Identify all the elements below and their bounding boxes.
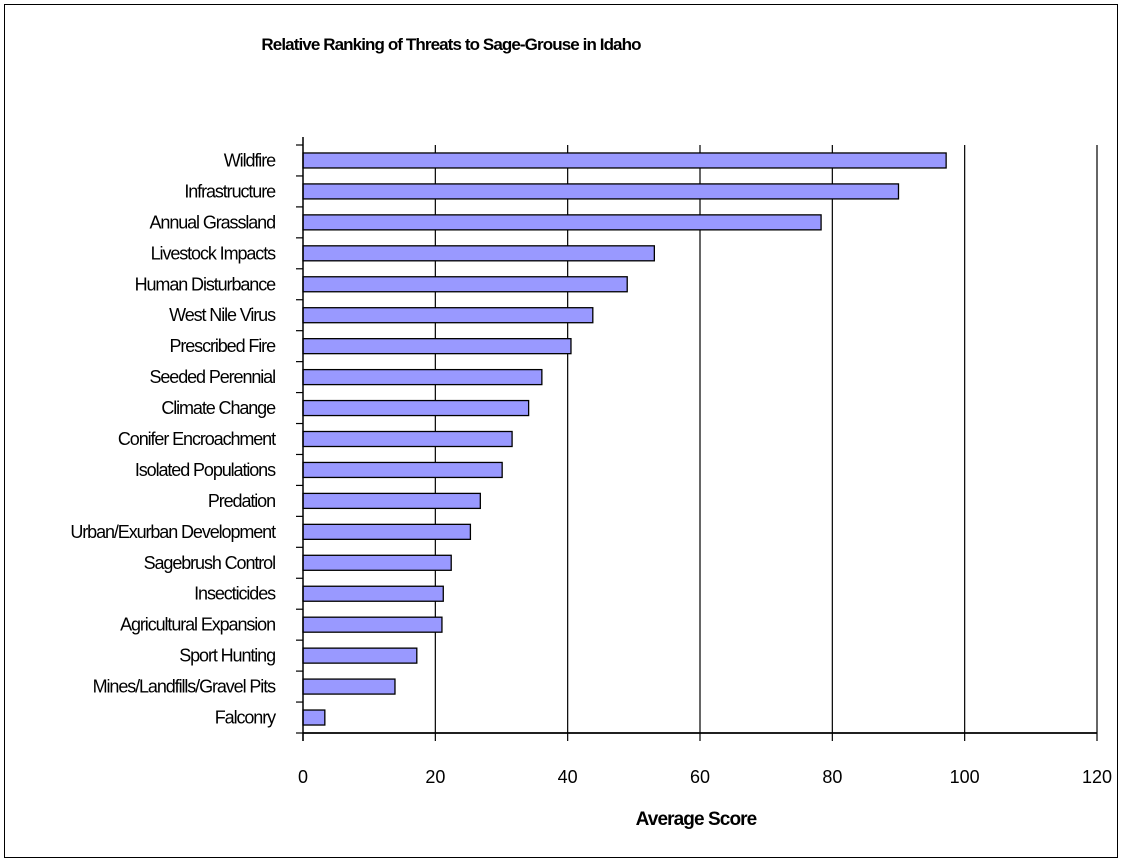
category-label-urban-exurban-development: Urban/Exurban Development [70,522,276,542]
tick-labels: 0 20 40 60 80 100 120 [298,767,1112,787]
x-tick-label-40: 40 [558,767,578,787]
axes [296,137,1098,741]
category-labels: Wildfire Infrastructure Annual Grassland Li… [70,150,277,728]
bar-falconry [302,709,326,726]
bars [302,152,947,726]
category-label-conifer-encroachment: Conifer Encroachment [118,429,276,449]
bar-isolated-populations [302,461,503,479]
category-label-sagebrush-control: Sagebrush Control [144,553,275,573]
x-axis-title: Average Score [636,809,757,830]
bar-urban-exurban-development [302,523,472,540]
category-label-prescribed-fire: Prescribed Fire [169,336,276,356]
x-tick-label-60: 60 [690,767,710,787]
category-label-agricultural-expansion: Agricultural Expansion [120,615,275,635]
bar-seeded-perennial [302,368,543,386]
bar-chart: Wildfire Infrastructure Annual Grassland Li… [70,35,1112,830]
bar-agricultural-expansion [302,616,443,633]
bar-livestock-impacts [302,245,655,262]
category-label-sport-hunting: Sport Hunting [179,646,275,666]
chart-frame: Wildfire Infrastructure Annual Grassland Li… [4,4,1118,858]
category-label-annual-grassland: Annual Grassland [150,212,276,232]
gridlines [434,145,1098,733]
x-tick-label-100: 100 [950,767,980,787]
category-label-west-nile-virus: West Nile Virus [169,305,276,325]
x-tick-label-0: 0 [298,767,308,787]
category-label-infrastructure: Infrastructure [184,181,276,201]
bar-climate-change [302,399,530,417]
x-tick-label-80: 80 [822,767,842,787]
bar-annual-grassland [302,214,822,231]
bar-predation [302,492,481,510]
x-tick-label-120: 120 [1082,767,1112,787]
bar-mines-landfills-gravel-pits [302,678,396,695]
category-label-isolated-populations: Isolated Populations [135,460,276,480]
bar-conifer-encroachment [302,430,513,448]
bar-sagebrush-control [302,554,452,571]
category-label-mines-landfills-gravel-pits: Mines/Landfills/Gravel Pits [93,677,276,697]
category-label-insecticides: Insecticides [194,584,276,604]
category-label-climate-change: Climate Change [161,398,276,418]
bar-human-disturbance [302,276,628,293]
category-label-wildfire: Wildfire [224,150,276,170]
bar-prescribed-fire [302,338,572,355]
bar-sport-hunting [302,647,418,664]
category-label-human-disturbance: Human Disturbance [135,274,276,294]
category-label-seeded-perennial: Seeded Perennial [149,367,275,387]
bar-infrastructure [302,183,900,200]
bar-west-nile-virus [302,307,594,324]
x-tick-label-20: 20 [425,767,445,787]
bar-insecticides [302,585,444,602]
category-label-falconry: Falconry [215,708,276,728]
category-label-predation: Predation [208,491,275,511]
chart-title: Relative Ranking of Threats to Sage-Grou… [261,35,641,54]
category-label-livestock-impacts: Livestock Impacts [151,243,276,263]
bar-wildfire [302,152,947,169]
